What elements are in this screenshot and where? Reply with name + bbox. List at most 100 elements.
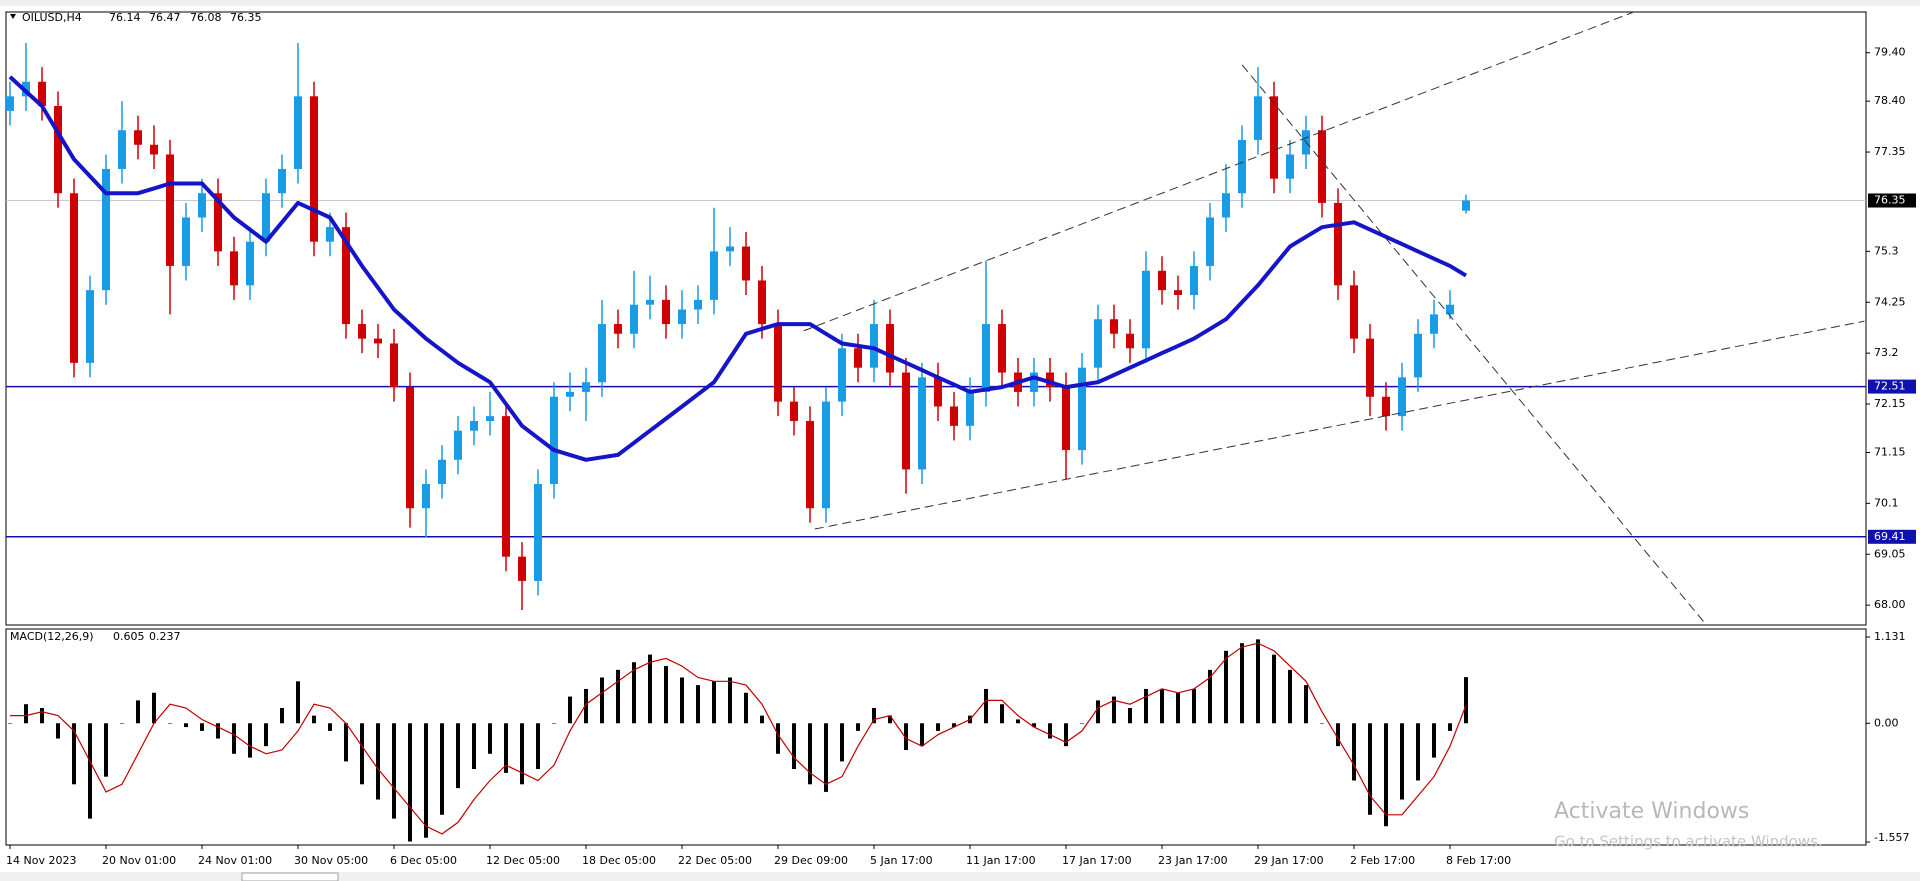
candle-body bbox=[646, 299, 654, 305]
macd-bar bbox=[872, 708, 876, 724]
macd-bar bbox=[360, 723, 364, 785]
macd-bar bbox=[488, 723, 492, 754]
macd-bar bbox=[424, 723, 428, 838]
candle-body bbox=[1222, 193, 1230, 218]
macd-bar bbox=[1448, 723, 1452, 731]
macd-bar bbox=[1160, 688, 1164, 724]
menu-arrow[interactable] bbox=[10, 14, 16, 19]
candle-body bbox=[806, 420, 814, 509]
macd-bar bbox=[24, 704, 28, 724]
macd-bar bbox=[856, 723, 860, 731]
candle-body bbox=[902, 372, 910, 470]
candle-body bbox=[1094, 319, 1102, 368]
macd-bar bbox=[904, 723, 908, 750]
macd-bar bbox=[440, 723, 444, 815]
candle-body bbox=[1238, 139, 1246, 194]
axes: 79.40 78.40 77.35 75.3 74.25 73.2 72.15 71.15 70… bbox=[6, 46, 1916, 867]
candle-body bbox=[6, 96, 14, 111]
macd-bar bbox=[72, 723, 76, 785]
candle-body bbox=[1462, 200, 1470, 211]
x-tick-label: 22 Dec 05:00 bbox=[678, 854, 752, 867]
macd-bar bbox=[1224, 650, 1228, 724]
macd-bar bbox=[328, 723, 332, 731]
candle-body bbox=[1382, 396, 1390, 417]
candle-body bbox=[1062, 387, 1070, 451]
macd-value: 0.605 bbox=[113, 630, 145, 643]
moving-average bbox=[8, 75, 1468, 462]
x-tick-label: 30 Nov 05:00 bbox=[294, 854, 368, 867]
macd-bar bbox=[536, 723, 540, 770]
macd-bar bbox=[584, 688, 588, 724]
macd-bar bbox=[1144, 688, 1148, 724]
y-tick-label: 73.2 bbox=[1874, 346, 1899, 359]
macd-bar bbox=[1032, 723, 1036, 728]
trendline bbox=[803, 12, 1636, 332]
candle-body bbox=[486, 416, 494, 421]
macd-bar bbox=[1080, 723, 1084, 724]
candle-body bbox=[534, 483, 542, 581]
candle-body bbox=[1174, 290, 1182, 295]
x-tick-label: 11 Jan 17:00 bbox=[966, 854, 1036, 867]
watermark-subtitle: Go to Settings to activate Windows. bbox=[1554, 833, 1823, 851]
macd-bar bbox=[8, 723, 12, 724]
toolbar-edge bbox=[0, 0, 1920, 6]
candle-body bbox=[1286, 154, 1294, 179]
x-tick-label: 14 Nov 2023 bbox=[6, 854, 76, 867]
candle-body bbox=[518, 556, 526, 581]
candle-body bbox=[406, 387, 414, 509]
x-tick-label: 29 Dec 09:00 bbox=[774, 854, 848, 867]
macd-bar bbox=[248, 723, 252, 758]
macd-bar bbox=[88, 723, 92, 819]
x-tick-label: 20 Nov 01:00 bbox=[102, 854, 176, 867]
level-label-box bbox=[1868, 379, 1916, 394]
macd-bar bbox=[520, 723, 524, 785]
macd-bar bbox=[600, 677, 604, 724]
y-tick-label: 74.25 bbox=[1874, 295, 1906, 308]
candle-body bbox=[390, 343, 398, 388]
candle-body bbox=[1110, 319, 1118, 334]
main-pane-frame bbox=[5, 11, 1867, 626]
macd-bar bbox=[1192, 688, 1196, 724]
macd-bar bbox=[1256, 639, 1260, 724]
y-tick-label: 72.15 bbox=[1874, 397, 1906, 410]
macd-bar bbox=[232, 723, 236, 754]
candle-body bbox=[374, 338, 382, 344]
candle-body bbox=[662, 299, 670, 325]
macd-bar bbox=[712, 681, 716, 724]
macd-bar bbox=[1176, 692, 1180, 724]
candle-body bbox=[54, 106, 62, 194]
macd-bar bbox=[280, 708, 284, 724]
macd-bar bbox=[664, 666, 668, 724]
candle-body bbox=[1446, 304, 1454, 315]
candle-body bbox=[918, 377, 926, 470]
candle-body bbox=[1366, 338, 1374, 397]
macd-bar bbox=[312, 715, 316, 724]
macd-bar bbox=[184, 723, 188, 728]
candle-body bbox=[1046, 372, 1054, 388]
candle-body bbox=[982, 324, 990, 392]
level-label-box bbox=[1868, 529, 1916, 544]
macd-bar bbox=[1400, 723, 1404, 800]
macd-bar bbox=[1048, 723, 1052, 739]
candle-body bbox=[854, 348, 862, 368]
candle-body bbox=[1206, 217, 1214, 266]
macd-bar bbox=[216, 723, 220, 739]
candle-body bbox=[1078, 367, 1086, 451]
x-tick-label: 29 Jan 17:00 bbox=[1254, 854, 1324, 867]
macd-bar bbox=[200, 723, 204, 731]
candle-body bbox=[214, 193, 222, 252]
candle-body bbox=[726, 246, 734, 252]
candle-body bbox=[774, 324, 782, 402]
candle-body bbox=[230, 251, 238, 286]
macd-bar bbox=[168, 723, 172, 724]
candle-body bbox=[86, 290, 94, 363]
chart-tab[interactable] bbox=[241, 872, 339, 881]
candle-body bbox=[342, 227, 350, 325]
macd-bar bbox=[744, 692, 748, 724]
macd-bar bbox=[1208, 669, 1212, 724]
x-tick-label: 5 Jan 17:00 bbox=[870, 854, 933, 867]
macd-bar bbox=[120, 723, 124, 724]
candle-body bbox=[1142, 270, 1150, 349]
macd-bar bbox=[456, 723, 460, 789]
